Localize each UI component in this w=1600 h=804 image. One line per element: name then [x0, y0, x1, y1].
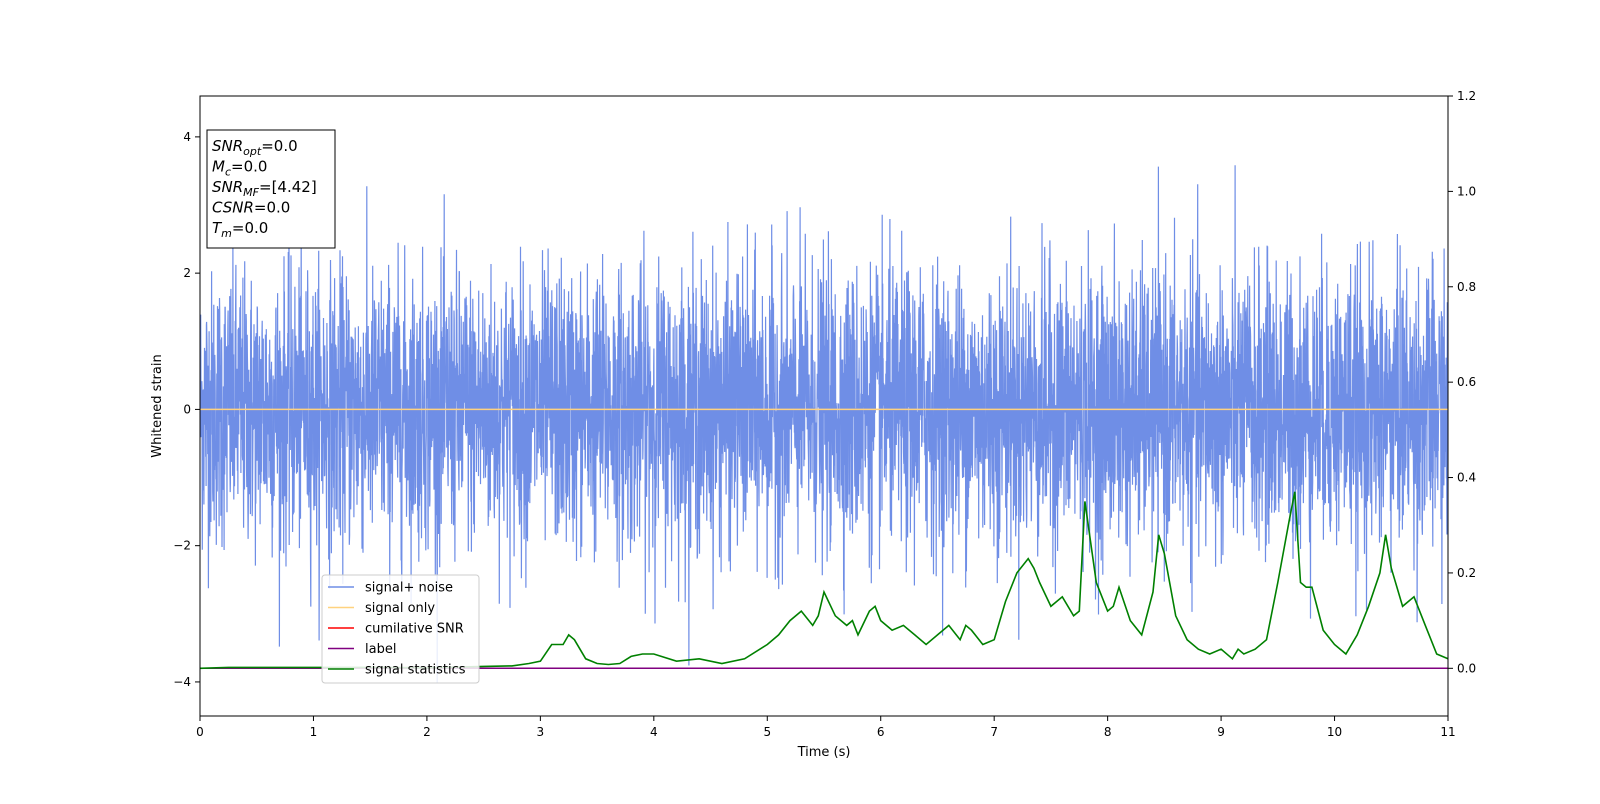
- info-symbol: SNR: [212, 137, 243, 155]
- legend-label: signal+ noise: [365, 581, 453, 596]
- x-tick-label: 11: [1440, 725, 1455, 739]
- info-value: =0.0: [261, 137, 297, 155]
- x-tick-label: 5: [763, 725, 771, 739]
- y-tick-label: −4: [173, 675, 191, 689]
- info-value: =0.0: [254, 199, 290, 217]
- legend-label: signal statistics: [365, 663, 466, 678]
- x-tick-label: 6: [877, 725, 885, 739]
- y-axis-label: Whitened strain: [150, 354, 165, 457]
- y-axis-ticks: 4 2 0 −2 −4: [173, 130, 200, 689]
- info-value: =0.0: [232, 219, 268, 237]
- info-symbol: CSNR: [212, 199, 254, 217]
- info-value: =[4.42]: [259, 178, 317, 196]
- info-subscript: MF: [243, 186, 259, 199]
- y-tick-label: 0: [183, 402, 191, 416]
- y2-tick-label: 0.2: [1457, 566, 1476, 580]
- info-symbol: SNR: [212, 178, 243, 196]
- legend-label: signal only: [365, 601, 435, 616]
- y2-tick-label: 0.4: [1457, 471, 1476, 485]
- info-subscript: m: [221, 227, 232, 240]
- info-box-row: Mc=0.0: [212, 158, 267, 179]
- legend: signal+ noise signal only cumilative SNR la…: [321, 574, 480, 684]
- info-box-frame: [206, 129, 336, 249]
- x-tick-label: 0: [196, 725, 204, 739]
- legend-label: label: [365, 642, 396, 657]
- x-axis-label: Time (s): [797, 745, 851, 760]
- y2-tick-label: 0.6: [1457, 375, 1476, 389]
- y-tick-label: 2: [183, 266, 191, 280]
- info-subscript: opt: [243, 145, 262, 158]
- info-box-row: CSNR=0.0: [212, 199, 290, 217]
- plot-frame: [199, 95, 1449, 717]
- info-symbol: T: [212, 219, 223, 237]
- y-tick-label: 4: [183, 130, 191, 144]
- x-axis-ticks: 0 1 2 3 4 5 6 7 8 9 10 11: [196, 716, 1456, 739]
- y2-tick-label: 0.8: [1457, 280, 1476, 294]
- series-signal-noise: [200, 165, 1448, 684]
- info-box: SNRopt=0.0Mc=0.0SNRMF=[4.42]CSNR=0.0Tm=0…: [206, 129, 336, 249]
- series-signal-statistics-line: [200, 491, 1448, 670]
- x-tick-label: 7: [990, 725, 998, 739]
- y-tick-label: −2: [173, 539, 191, 553]
- info-box-row: SNRMF=[4.42]: [212, 178, 317, 199]
- x-tick-label: 2: [423, 725, 431, 739]
- x-tick-label: 10: [1327, 725, 1342, 739]
- legend-frame: [321, 574, 480, 684]
- x-tick-label: 3: [537, 725, 545, 739]
- x-tick-label: 9: [1217, 725, 1225, 739]
- y2-axis-ticks: 1.2 1.0 0.8 0.6 0.4 0.2 0.0: [1448, 89, 1476, 675]
- y2-tick-label: 1.2: [1457, 89, 1476, 103]
- info-symbol: M: [212, 158, 225, 176]
- x-tick-label: 1: [310, 725, 318, 739]
- y2-tick-label: 1.0: [1457, 184, 1476, 198]
- info-box-row: Tm=0.0: [212, 219, 268, 240]
- info-subscript: c: [225, 166, 231, 179]
- x-tick-label: 4: [650, 725, 658, 739]
- info-value: =0.0: [231, 158, 267, 176]
- info-box-row: SNRopt=0.0: [212, 137, 298, 158]
- series-signal-noise-line: [200, 165, 1448, 684]
- y2-tick-label: 0.0: [1457, 661, 1476, 675]
- x-tick-label: 8: [1104, 725, 1112, 739]
- legend-label: cumilative SNR: [365, 622, 464, 637]
